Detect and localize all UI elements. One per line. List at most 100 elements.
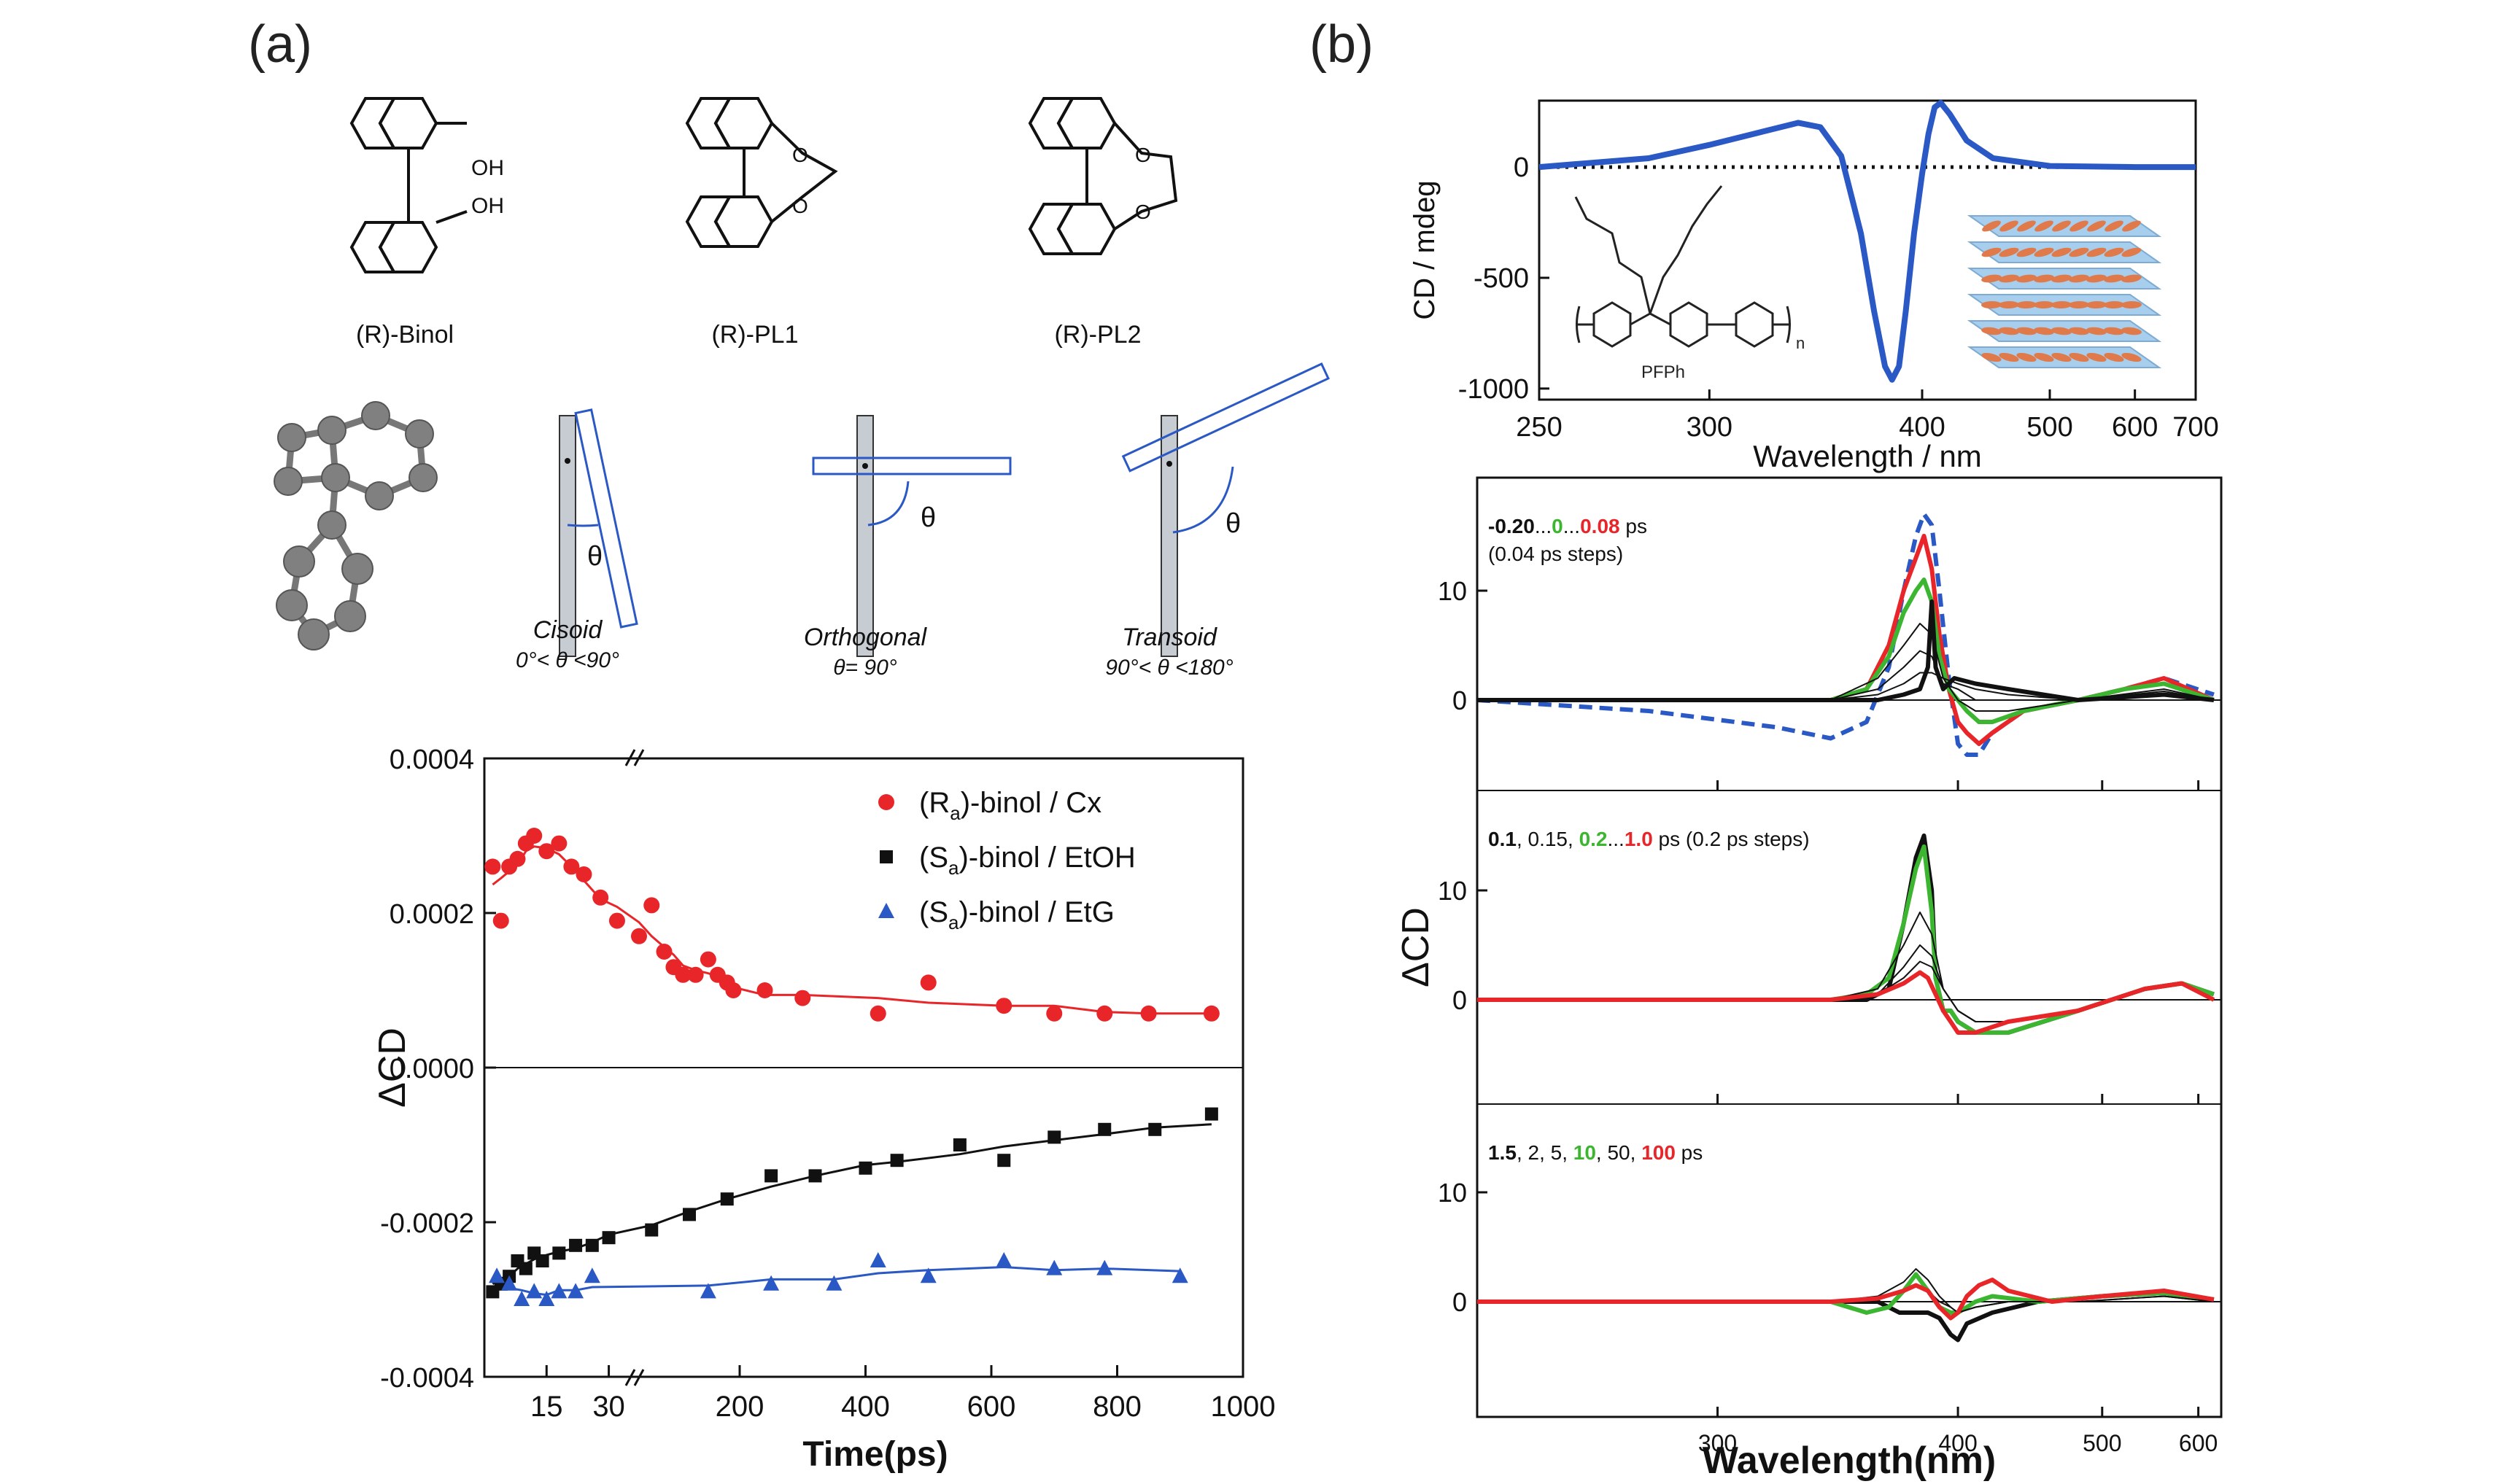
kinetics-point xyxy=(996,1252,1012,1267)
tr-ytick-label: 10 xyxy=(1438,876,1467,906)
film-rod xyxy=(2016,300,2037,309)
tr-frame xyxy=(1476,476,2223,1418)
kinetics-xtick-label: 800 xyxy=(1093,1391,1142,1423)
conformer-name-cisoid: Cisoid xyxy=(533,616,603,644)
kinetics-point xyxy=(1148,1122,1162,1136)
film-rod xyxy=(2051,274,2072,283)
film-rod xyxy=(2034,352,2054,362)
kinetics-point xyxy=(569,1238,583,1252)
molecule-label-pl1: (R)-PL1 xyxy=(711,321,798,349)
molecule-label-pl2: (R)-PL2 xyxy=(1054,321,1141,349)
film-rod xyxy=(2087,220,2106,232)
tr-xlabel: Wavelength(nm) xyxy=(1703,1440,1997,1482)
kinetics-point xyxy=(870,1252,886,1267)
film-rod xyxy=(1999,220,2018,232)
kinetics-xtick-label: 15 xyxy=(530,1391,563,1423)
pfph-polymer-structure xyxy=(1574,185,1791,348)
kinetics-point xyxy=(501,1275,518,1291)
film-rod xyxy=(1981,352,2002,362)
kinetics-point xyxy=(538,1291,555,1306)
cd-xtick-label: 300 xyxy=(1687,412,1732,443)
kinetics-point xyxy=(1096,1259,1113,1275)
kinetics-point xyxy=(920,1267,937,1283)
kinetics-point xyxy=(489,1267,506,1283)
kinetics-point xyxy=(996,998,1012,1014)
legend-label: (Ra)-binol / Cx xyxy=(919,787,1101,824)
kinetics-point xyxy=(953,1138,967,1151)
tr-xtick-label: 500 xyxy=(2083,1430,2121,1456)
cd-frame xyxy=(1538,99,2197,401)
kinetics-xtick-label: 400 xyxy=(841,1391,890,1423)
film-rod xyxy=(2086,300,2107,309)
tr-ytick-label: 0 xyxy=(1452,985,1467,1015)
kinetics-point xyxy=(700,951,716,968)
kinetics-point xyxy=(514,1291,530,1306)
film-rod xyxy=(2104,352,2124,362)
kinetics-point xyxy=(602,1231,616,1245)
tr-xtick-label: 400 xyxy=(1938,1430,1977,1456)
film-rod xyxy=(2104,327,2124,335)
kinetics-point xyxy=(720,1192,734,1206)
film-rod xyxy=(2069,220,2088,232)
kinetics-ytick-label: 0.0004 xyxy=(390,745,474,775)
kinetics-point xyxy=(526,1283,543,1299)
tr-panel-label: -0.20...0...0.08 ps xyxy=(1488,515,1647,537)
kinetics-xtick-label: 1000 xyxy=(1211,1391,1276,1423)
kinetics-point xyxy=(608,912,625,929)
tr-panel-label: 1.5, 2, 5, 10, 50, 100 ps xyxy=(1488,1141,1703,1164)
film-rod xyxy=(1981,327,2002,335)
conformer-range-orthogonal: θ= 90° xyxy=(833,656,897,680)
tr-spectra-chart: 10 0 10 0 10 0 300 400 500 600 -0.20...0...0.08 p… xyxy=(1395,476,2223,1482)
kinetics-xtick-label: 200 xyxy=(716,1391,764,1423)
o-label-pl2-1: O xyxy=(1135,144,1151,166)
conformer-diagrams: θ Cisoid 0°< θ <90° θ Orthogonal θ= 90° … xyxy=(516,362,1330,680)
kinetics-point xyxy=(535,1254,549,1267)
film-rod xyxy=(2086,247,2107,257)
kinetics-point xyxy=(1046,1005,1063,1022)
tr-spectrum-line xyxy=(1477,1278,2215,1321)
conformer-name-orthogonal: Orthogonal xyxy=(804,623,928,651)
film-rod xyxy=(1999,352,2019,362)
kinetics-fit-line xyxy=(492,845,1212,1015)
kinetics-point xyxy=(1046,1259,1063,1275)
kinetics-chart: 0.0004 0.0002 0.0000 -0.0002 -0.0004 15 30 200 4… xyxy=(371,745,1275,1474)
film-rod xyxy=(2104,300,2124,309)
cd-xtick-label: 250 xyxy=(1516,412,1562,443)
kinetics-ytick-label: 0.0002 xyxy=(390,899,474,930)
film-rod xyxy=(1981,274,2002,283)
film-rod xyxy=(2069,352,2089,362)
kinetics-xlabel: Time(ps) xyxy=(802,1435,948,1474)
kinetics-point xyxy=(484,858,501,875)
o-label-pl2-2: O xyxy=(1135,201,1151,223)
film-rod xyxy=(2034,220,2053,232)
kinetics-point xyxy=(656,944,673,960)
kinetics-point xyxy=(1204,1107,1218,1121)
tr-ytick-label: 0 xyxy=(1452,1287,1467,1317)
kinetics-point xyxy=(700,1283,716,1299)
film-rod xyxy=(2104,274,2124,283)
tr-spectrum-line xyxy=(1477,970,2215,1035)
film-rod xyxy=(2016,327,2037,335)
legend-marker xyxy=(878,903,894,918)
film-rod xyxy=(2121,247,2142,257)
cd-xtick-label: 600 xyxy=(2112,412,2158,443)
tr-ytick-label: 10 xyxy=(1438,576,1467,606)
film-rod xyxy=(1999,300,2019,309)
film-rod xyxy=(2086,327,2107,335)
kinetics-point xyxy=(1098,1122,1112,1136)
theta-orthogonal: θ xyxy=(921,502,936,533)
pl2-structure xyxy=(1028,97,1178,255)
kinetics-point xyxy=(870,1005,886,1022)
film-rod xyxy=(2052,220,2071,232)
o-label-pl1-2: O xyxy=(792,195,808,217)
kinetics-point xyxy=(859,1161,872,1175)
kinetics-ylabel: ΔCD xyxy=(371,1027,414,1108)
kinetics-point xyxy=(1096,1005,1113,1022)
kinetics-ytick-label: 0.0000 xyxy=(390,1054,474,1084)
film-rod xyxy=(2016,247,2037,257)
molecule-label-binol: (R)-Binol xyxy=(356,321,454,349)
kinetics-point xyxy=(538,843,555,860)
film-rod xyxy=(1981,247,2002,257)
tr-xtick-label: 600 xyxy=(2179,1430,2218,1456)
legend-marker xyxy=(880,850,893,863)
